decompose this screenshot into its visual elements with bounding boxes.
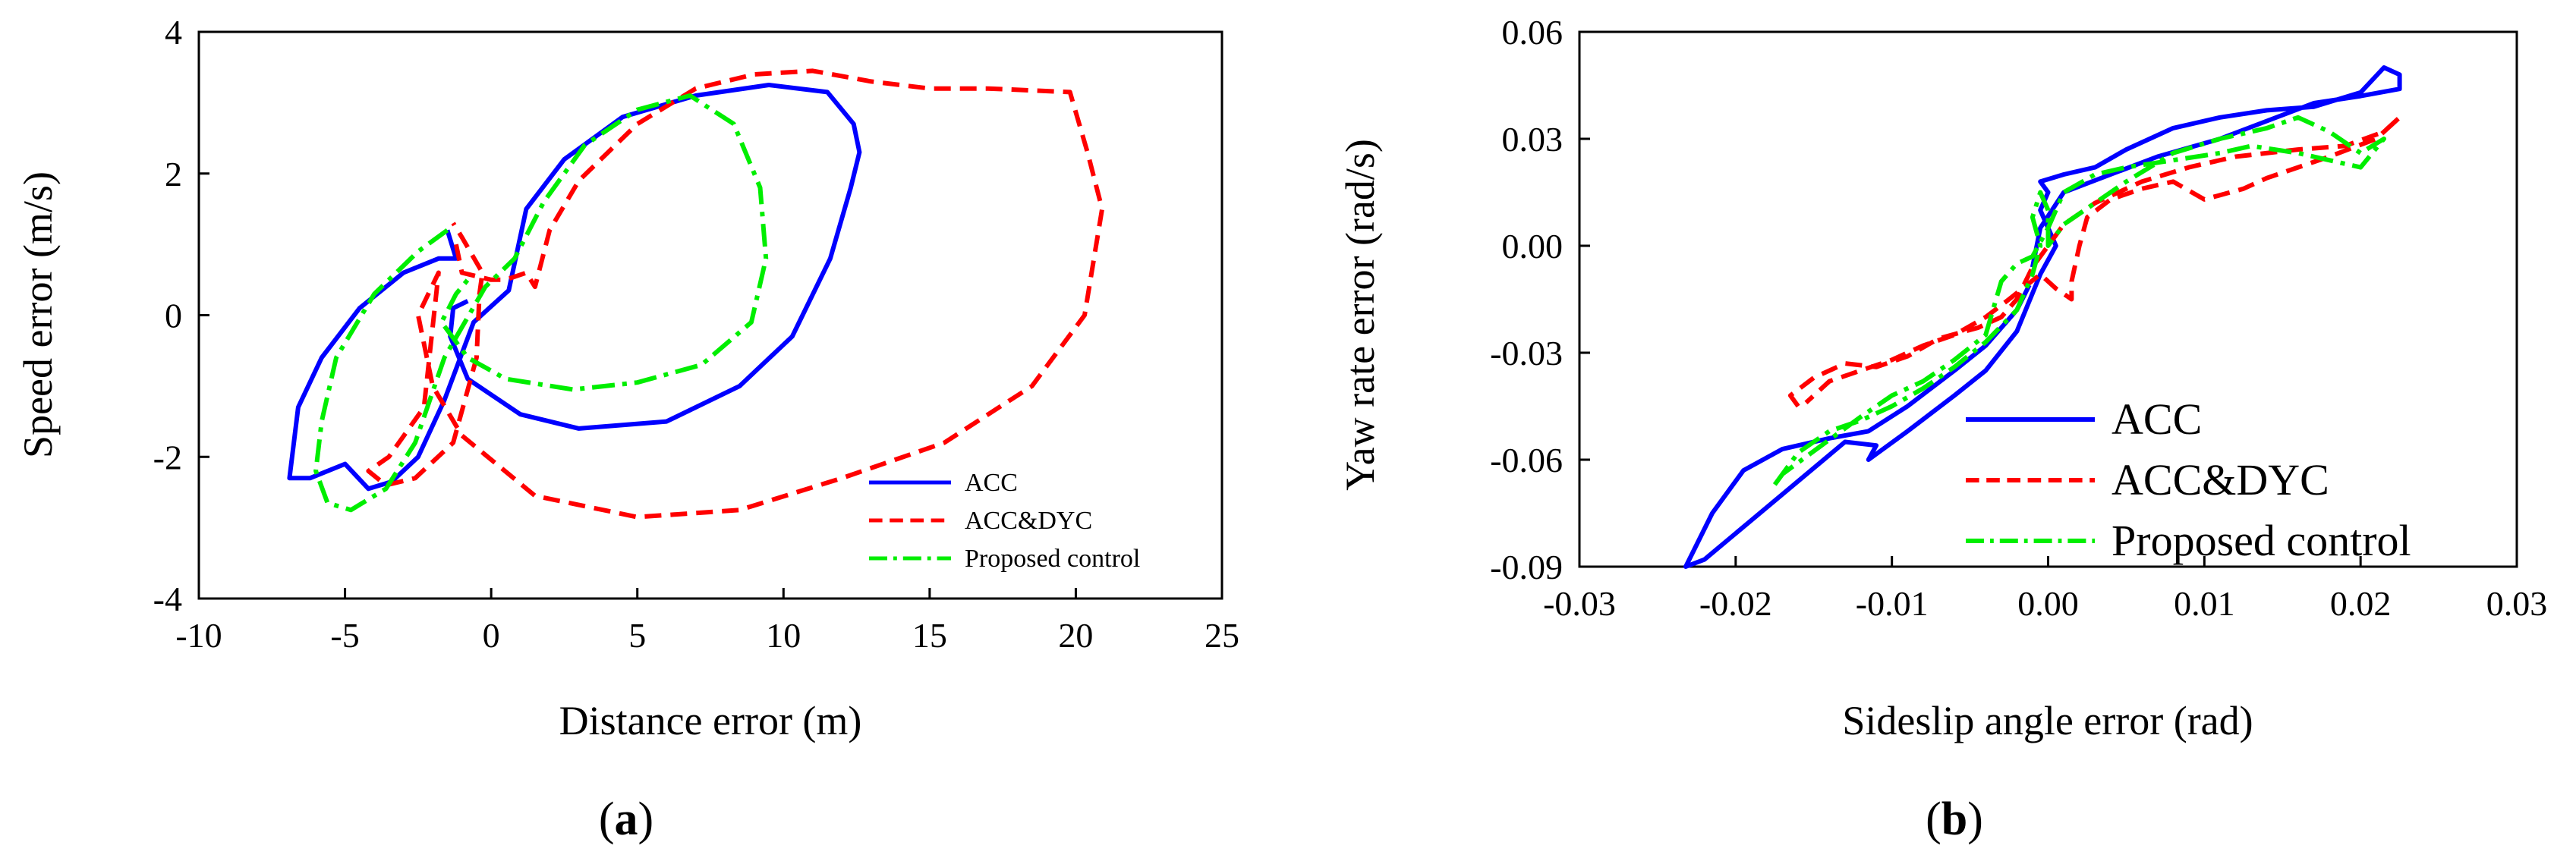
- chart-a-panel-letter: a: [615, 793, 638, 845]
- chart-b-legend-label: ACC: [2112, 394, 2202, 444]
- chart-a-series-line-acc-dyc: [366, 68, 1105, 520]
- chart-a-x-tick-label: -5: [330, 616, 359, 655]
- chart-a-panel-label: (a): [599, 793, 653, 845]
- chart-a-series-group: [287, 68, 1105, 520]
- chart-a-legend-label: ACC&DYC: [965, 507, 1092, 535]
- chart-a-x-tick-label: 0: [483, 616, 500, 655]
- chart-b-x-tick-label: 0.02: [2330, 584, 2392, 623]
- chart-a-x-tick-label: 15: [912, 616, 947, 655]
- chart-a-y-tick-label: -4: [153, 580, 182, 618]
- chart-b-y-tick-label: -0.06: [1490, 441, 1563, 479]
- chart-b-y-tick-label: 0.00: [1502, 227, 1564, 266]
- chart-b: -0.03 -0.02 -0.01 0.00 0.01 0.02 0.03-0.09-0.0…: [1337, 13, 2547, 845]
- chart-b-legend-label: ACC&DYC: [2112, 455, 2329, 504]
- chart-b-panel-label: (b): [1926, 793, 1983, 845]
- chart-a-x-axis-label: Distance error (m): [559, 698, 862, 743]
- chart-a-series-line-proposed-control: [313, 93, 769, 513]
- chart-a-series-line-acc: [287, 83, 862, 492]
- chart-a-x-tick-label: 20: [1058, 616, 1093, 655]
- chart-b-y-tick-label: -0.09: [1490, 548, 1563, 586]
- chart-b-x-tick-label: 0.01: [2174, 584, 2235, 623]
- chart-a-ticks: -10 -5 0 5 10 15 20 25 -4 -2 0 2 4: [153, 13, 1239, 655]
- chart-b-x-axis-label: Sideslip angle error (rad): [1842, 698, 2253, 743]
- chart-b-ticks: -0.03 -0.02 -0.01 0.00 0.01 0.02 0.03-0.09-0.0…: [1490, 13, 2547, 623]
- chart-b-series-line-acc-dyc: [1787, 115, 2402, 408]
- chart-a-x-tick-label: 5: [628, 616, 646, 655]
- chart-a-legend-label: ACC: [965, 469, 1018, 497]
- chart-a: -10 -5 0 5 10 15 20 25 -4 -2 0 2 4 Distance error (m…: [15, 13, 1239, 845]
- chart-b-x-tick-label: 0.00: [2017, 584, 2079, 623]
- chart-a-y-tick-label: 2: [165, 155, 182, 193]
- chart-a-legend: ACC ACC&DYC Proposed control: [869, 469, 1140, 573]
- chart-a-x-tick-label: 10: [766, 616, 801, 655]
- chart-a-y-axis-label: Speed error (m/s): [15, 171, 61, 458]
- chart-a-x-tick-label: -10: [175, 616, 222, 655]
- chart-b-x-tick-label: -0.02: [1699, 584, 1772, 623]
- chart-a-x-tick-label: 25: [1205, 616, 1239, 655]
- chart-b-plot-frame: [1578, 30, 2518, 568]
- chart-a-y-tick-label: 4: [165, 13, 182, 52]
- chart-b-y-axis-label: Yaw rate error (rad/s): [1337, 139, 1383, 491]
- chart-b-series-group: [1683, 65, 2402, 569]
- chart-b-x-tick-label: 0.03: [2486, 584, 2548, 623]
- chart-b-y-tick-label: 0.03: [1502, 120, 1564, 159]
- chart-a-y-tick-label: -2: [153, 438, 182, 476]
- chart-b-y-tick-label: -0.03: [1490, 334, 1563, 372]
- chart-a-y-tick-label: 0: [165, 297, 182, 335]
- chart-b-panel-letter: b: [1941, 793, 1967, 845]
- chart-b-x-tick-label: -0.03: [1543, 584, 1616, 623]
- chart-b-legend: ACC ACC&DYC Proposed control: [1966, 394, 2411, 565]
- chart-b-series-line-proposed-control: [1772, 115, 2386, 486]
- chart-b-x-tick-label: -0.01: [1856, 584, 1929, 623]
- chart-a-legend-label: Proposed control: [965, 545, 1140, 573]
- chart-b-legend-label: Proposed control: [2112, 516, 2411, 565]
- chart-b-y-tick-label: 0.06: [1502, 13, 1564, 52]
